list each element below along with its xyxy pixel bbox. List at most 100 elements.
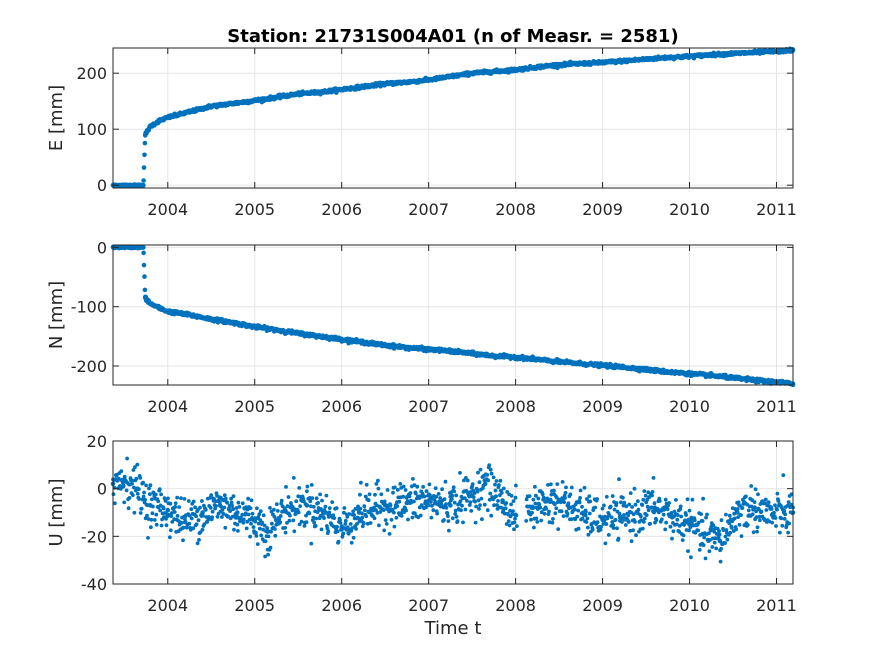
- data-point: [200, 510, 205, 515]
- data-point: [510, 512, 514, 517]
- data-point: [388, 503, 393, 508]
- panel-east: 2004 2005 2006 2007 2008 2009 2010 20110100200E…: [46, 46, 797, 219]
- data-point: [674, 522, 679, 527]
- data-point: [615, 526, 619, 531]
- data-point: [404, 500, 410, 506]
- data-point: [169, 514, 174, 518]
- axes-box: [112, 440, 794, 585]
- data-point: [254, 534, 259, 538]
- data-point: [604, 522, 609, 526]
- data-point: [256, 521, 261, 526]
- x-tick-label: 2004: [147, 397, 188, 416]
- data-point: [166, 496, 170, 501]
- data-point: [463, 507, 468, 512]
- data-point: [367, 492, 372, 497]
- data-point: [717, 532, 722, 537]
- data-point: [291, 476, 296, 480]
- data-point: [553, 511, 558, 516]
- data-point: [375, 511, 380, 515]
- data-point: [739, 513, 743, 517]
- data-point: [530, 510, 534, 515]
- data-point: [476, 498, 481, 503]
- data-point: [382, 81, 388, 87]
- data-point: [776, 499, 781, 503]
- data-point: [485, 508, 490, 513]
- data-point: [141, 182, 146, 188]
- data-point: [138, 476, 143, 480]
- data-point: [496, 499, 500, 503]
- data-point: [494, 479, 499, 483]
- data-point: [265, 529, 271, 534]
- data-point: [148, 124, 153, 129]
- data-point: [464, 476, 468, 480]
- data-point: [769, 507, 774, 511]
- x-tick-label: 2007: [408, 397, 449, 416]
- data-point: [696, 528, 701, 533]
- data-point: [475, 489, 480, 494]
- data-point: [538, 505, 543, 510]
- data-point: [489, 471, 494, 476]
- data-point: [477, 480, 482, 485]
- data-point: [514, 483, 518, 488]
- x-tick-label: 2004: [147, 200, 188, 219]
- data-point: [711, 523, 716, 528]
- data-point: [231, 507, 236, 512]
- data-point: [304, 503, 310, 508]
- data-point: [512, 527, 516, 532]
- data-point: [230, 101, 236, 106]
- data-point: [602, 503, 606, 508]
- data-point: [274, 327, 279, 333]
- data-point: [641, 497, 646, 502]
- data-point: [491, 475, 496, 480]
- data-point: [783, 512, 788, 517]
- data-point: [607, 513, 612, 518]
- data-point: [200, 527, 205, 532]
- data-point: [562, 500, 566, 504]
- data-point: [268, 506, 272, 510]
- data-point: [679, 514, 684, 519]
- data-point: [345, 525, 350, 530]
- x-tick-label: 2009: [582, 596, 623, 615]
- x-tick-label: 2011: [756, 596, 797, 615]
- data-point: [546, 483, 550, 487]
- data-point: [442, 497, 447, 502]
- data-point: [675, 517, 680, 522]
- data-point: [756, 492, 760, 497]
- data-point: [493, 482, 497, 487]
- data-point: [144, 483, 149, 488]
- data-point: [404, 345, 410, 350]
- data-point: [358, 492, 362, 497]
- data-point: [412, 511, 417, 516]
- data-point: [249, 498, 254, 503]
- data-point: [533, 484, 537, 489]
- data-point: [680, 538, 685, 542]
- axes-box: [112, 244, 794, 386]
- data-point: [552, 502, 557, 507]
- y-tick-label: 20: [87, 432, 107, 451]
- y-tick-label: -40: [81, 575, 107, 594]
- data-point: [269, 529, 273, 534]
- data-point: [488, 467, 493, 472]
- data-point: [122, 500, 127, 505]
- data-point: [617, 477, 621, 482]
- data-point: [283, 525, 287, 530]
- data-point: [554, 506, 559, 511]
- data-point: [789, 492, 794, 497]
- data-point: [499, 490, 504, 495]
- data-point: [652, 501, 657, 506]
- data-point: [268, 545, 273, 550]
- data-point: [640, 526, 645, 531]
- data-point: [544, 499, 549, 504]
- data-point: [141, 165, 147, 170]
- data-point: [159, 523, 164, 528]
- data-point: [135, 491, 140, 496]
- data-point: [389, 517, 394, 522]
- data-point: [709, 373, 714, 378]
- data-point: [130, 182, 136, 188]
- data-point: [736, 515, 740, 519]
- data-point: [697, 548, 702, 552]
- data-point: [208, 505, 213, 510]
- data-point: [556, 62, 562, 68]
- data-point: [674, 498, 678, 502]
- data-point: [590, 527, 595, 532]
